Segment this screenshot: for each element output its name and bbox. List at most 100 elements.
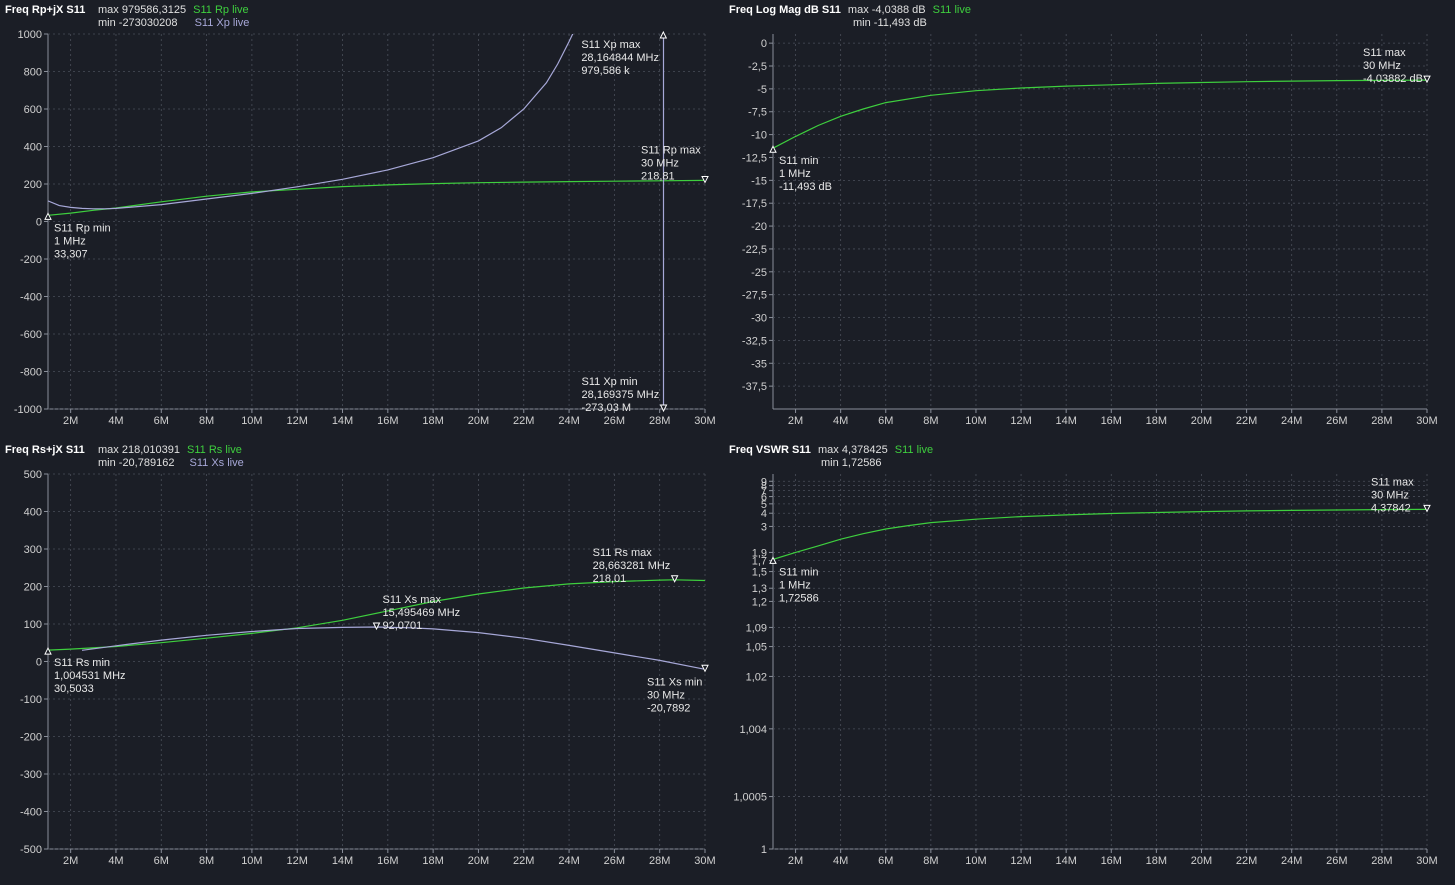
y-tick-label: 200 [24, 582, 42, 594]
marker-label: S11 Xs min [647, 676, 702, 688]
marker-value: -4,03882 dB [1363, 73, 1423, 85]
marker-frequency: 1 MHz [54, 235, 86, 247]
y-tick-label: -30 [751, 313, 767, 325]
max-readout: max 979586,3125 [98, 4, 187, 16]
marker-value: 218,01 [593, 573, 627, 585]
y-tick-label: -2,5 [748, 61, 767, 73]
x-tick-label: 8M [199, 855, 214, 867]
x-tick-label: 10M [241, 855, 262, 867]
y-tick-label: -15 [751, 175, 767, 187]
y-tick-label: -25 [751, 267, 767, 279]
min-readout: min -11,493 dB [853, 17, 927, 29]
x-tick-label: 18M [422, 415, 443, 427]
marker-triangle [701, 175, 709, 184]
marker-label: S11 Rs max [593, 547, 653, 559]
y-tick-label: 1,09 [746, 622, 767, 634]
marker-label: S11 max [1363, 47, 1406, 59]
y-tick-label: 4 [761, 508, 767, 520]
y-tick-label: -1000 [14, 404, 42, 416]
y-tick-label: 600 [24, 104, 42, 116]
x-tick-label: 8M [199, 415, 214, 427]
y-tick-label: -500 [20, 844, 42, 856]
marker-triangle [659, 404, 668, 413]
x-tick-label: 10M [241, 415, 262, 427]
x-tick-label: 10M [965, 855, 986, 867]
marker-label: S11 Xp max [581, 39, 641, 51]
y-tick-label: -17,5 [742, 198, 767, 210]
x-tick-label: 22M [513, 415, 534, 427]
marker-frequency: 15,495469 MHz [383, 607, 461, 619]
x-tick-label: 4M [833, 855, 848, 867]
chart-vswr: Freq VSWR S11 max 4,378425 S11 live min … [727, 442, 1455, 885]
marker-frequency: 28,169375 MHz [582, 389, 660, 401]
marker-triangle [769, 145, 777, 153]
chart-title: Freq Rs+jX S11 [5, 444, 85, 456]
x-tick-label: 16M [377, 415, 398, 427]
plot-area-rs-jx[interactable]: 500 400 300 200 100 0 -100 -200 -300 -400 -500 2M 4M… [0, 442, 727, 885]
y-tick-label: -800 [20, 367, 42, 379]
y-tick-label: 3 [761, 521, 767, 533]
x-tick-label: 26M [604, 855, 625, 867]
marker-value: 218,81 [641, 170, 675, 182]
marker-frequency: 28,164844 MHz [581, 52, 659, 64]
max-readout: max 4,378425 [817, 444, 888, 456]
chart-log-mag: Freq Log Mag dB S11 max -4,0388 dB S11 l… [727, 0, 1455, 442]
x-tick-label: 6M [878, 855, 893, 867]
y-tick-label: 0 [36, 217, 42, 229]
marker-frequency: 30 MHz [1363, 60, 1401, 72]
x-tick-label: 2M [788, 855, 803, 867]
y-tick-label: -400 [20, 807, 42, 819]
y-tick-label: -200 [20, 732, 42, 744]
max-readout: max -4,0388 dB [847, 4, 926, 16]
marker-label: S11 Rp min [54, 222, 111, 234]
series-line-0 [773, 508, 1427, 560]
y-tick-label: -5 [757, 84, 767, 96]
y-tick-label: 400 [24, 142, 42, 154]
series-line-0 [48, 579, 705, 651]
marker-frequency: 30 MHz [641, 157, 679, 169]
marker-label: S11 max [1371, 476, 1414, 488]
y-tick-label: 1,004 [739, 724, 767, 736]
x-tick-label: 16M [1101, 855, 1122, 867]
x-tick-label: 6M [154, 415, 169, 427]
y-tick-label: 1,0005 [733, 792, 767, 804]
plot-area-rp-jx[interactable]: 1000 800 600 400 200 0 -200 -400 -600 -800 -1000 2M… [0, 0, 727, 442]
x-tick-label: 8M [923, 855, 938, 867]
x-tick-label: 22M [513, 855, 534, 867]
y-tick-label: 1,02 [746, 671, 767, 683]
marker-triangle [659, 30, 668, 39]
y-tick-label: -32,5 [742, 335, 767, 347]
chart-title: Freq Rp+jX S11 [5, 4, 86, 16]
x-tick-label: 20M [1191, 415, 1212, 427]
marker-frequency: 30 MHz [1371, 489, 1409, 501]
x-tick-label: 8M [923, 415, 938, 427]
y-tick-label: 400 [24, 507, 42, 519]
x-tick-label: 2M [788, 415, 803, 427]
marker-value: -20,7892 [647, 702, 690, 714]
y-tick-label: 0 [36, 657, 42, 669]
legend-xs: S11 Xs live [189, 457, 244, 469]
y-tick-label: 8 [761, 481, 767, 493]
x-tick-label: 26M [1326, 415, 1347, 427]
x-tick-label: 20M [468, 415, 489, 427]
min-readout: min 1,72586 [821, 457, 882, 469]
y-tick-label: 1,3 [752, 583, 767, 595]
x-tick-label: 12M [1010, 855, 1031, 867]
y-tick-label: 1,05 [746, 642, 767, 654]
x-tick-label: 12M [287, 415, 308, 427]
marker-triangle [1423, 75, 1431, 84]
series-line-0 [773, 79, 1427, 149]
marker-label: S11 Rp max [641, 144, 701, 156]
x-tick-label: 22M [1236, 855, 1257, 867]
marker-value: 92,0701 [383, 620, 423, 632]
y-tick-label: -22,5 [742, 244, 767, 256]
y-tick-label: -37,5 [742, 381, 767, 393]
x-tick-label: 18M [1146, 855, 1167, 867]
y-tick-label: 100 [24, 619, 42, 631]
x-tick-label: 20M [468, 855, 489, 867]
x-tick-label: 14M [332, 855, 353, 867]
x-tick-label: 4M [833, 415, 848, 427]
plot-area-log-mag[interactable]: 0 -2,5 -5 -7,5 -10 -12,5 -15 -17,5 -20 -22,5 -25 -2… [727, 0, 1455, 442]
y-tick-label: -600 [20, 329, 42, 341]
